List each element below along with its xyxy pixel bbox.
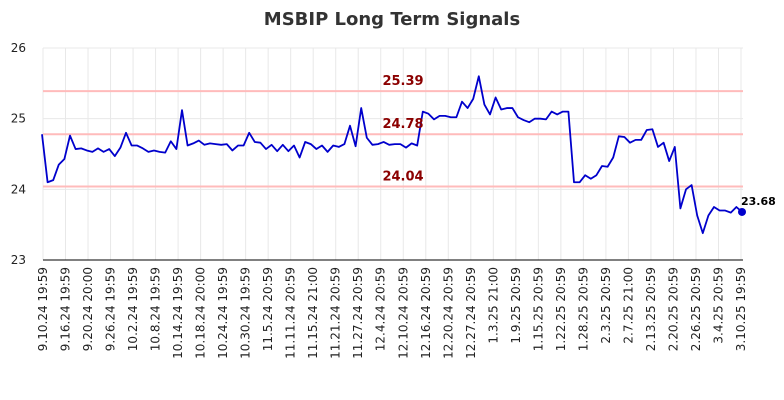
x-tick-label: 2.13.25 20:59	[644, 267, 658, 351]
x-tick-label: 11.21.24 20:59	[329, 267, 343, 359]
chart-title: MSBIP Long Term Signals	[264, 9, 520, 30]
x-tick-label: 2.26.25 20:59	[689, 267, 703, 351]
x-tick-label: 1.28.25 20:59	[576, 267, 590, 351]
x-tick-label: 11.27.24 20:59	[351, 267, 365, 359]
x-tick-label: 10.14.24 19:59	[171, 267, 185, 359]
x-tick-label: 12.10.24 20:59	[396, 267, 410, 359]
x-tick-label: 3.10.25 19:59	[734, 267, 748, 351]
x-tick-label: 9.26.24 19:59	[104, 267, 118, 351]
signal-line-label: 24.04	[382, 170, 423, 185]
x-tick-label: 12.4.24 20:59	[374, 267, 388, 351]
annotations: 25.39 24.78 24.04 23.68	[382, 74, 775, 208]
x-tick-label: 12.27.24 20:59	[464, 267, 478, 359]
x-tick-label: 9.16.24 19:59	[59, 267, 73, 351]
series-group	[41, 75, 746, 235]
y-tick-label: 26	[11, 41, 26, 55]
x-tick-label: 10.18.24 20:00	[194, 267, 208, 359]
y-tick-label: 25	[11, 112, 26, 126]
x-tick-label: 1.3.25 21:00	[486, 267, 500, 344]
x-tick-label: 10.2.24 19:59	[126, 267, 140, 351]
y-tick-label: 23	[11, 253, 26, 267]
y-tick-label: 24	[11, 182, 26, 196]
x-tick-label: 9.20.24 20:00	[81, 267, 95, 351]
x-tick-label: 1.15.25 20:59	[531, 267, 545, 351]
x-tick-label: 2.7.25 21:00	[621, 267, 635, 344]
x-tick-label: 2.20.25 20:59	[666, 267, 680, 351]
y-tick-labels: 23 24 25 26	[11, 41, 26, 267]
grid	[42, 47, 743, 261]
x-tick-label: 10.30.24 19:59	[239, 267, 253, 359]
x-tick-label: 1.22.25 20:59	[554, 267, 568, 351]
signal-line-label: 25.39	[382, 74, 423, 89]
x-tick-label: 2.3.25 20:59	[599, 267, 613, 344]
last-value-point	[738, 207, 746, 216]
x-tick-label: 11.5.24 20:59	[261, 267, 275, 351]
x-tick-labels: 9.10.24 19:59 9.16.24 19:59 9.20.24 20:00 9…	[36, 267, 748, 359]
series-line	[41, 75, 743, 235]
signal-line-label: 24.78	[382, 117, 423, 132]
x-tick-label: 1.9.25 20:59	[509, 267, 523, 344]
last-value-label: 23.68	[741, 195, 776, 208]
x-tick-label: 12.16.24 20:59	[419, 267, 433, 359]
x-tick-label: 3.4.25 20:59	[711, 267, 725, 344]
x-tick-label: 12.20.24 20:59	[441, 267, 455, 359]
x-tick-label: 10.8.24 19:59	[149, 267, 163, 351]
x-tick-label: 11.15.24 21:00	[306, 267, 320, 359]
x-tick-label: 11.11.24 20:59	[284, 267, 298, 359]
horizontal-lines	[43, 90, 743, 188]
x-tick-label: 10.24.24 19:59	[216, 267, 230, 359]
x-tick-label: 9.10.24 19:59	[36, 267, 50, 351]
